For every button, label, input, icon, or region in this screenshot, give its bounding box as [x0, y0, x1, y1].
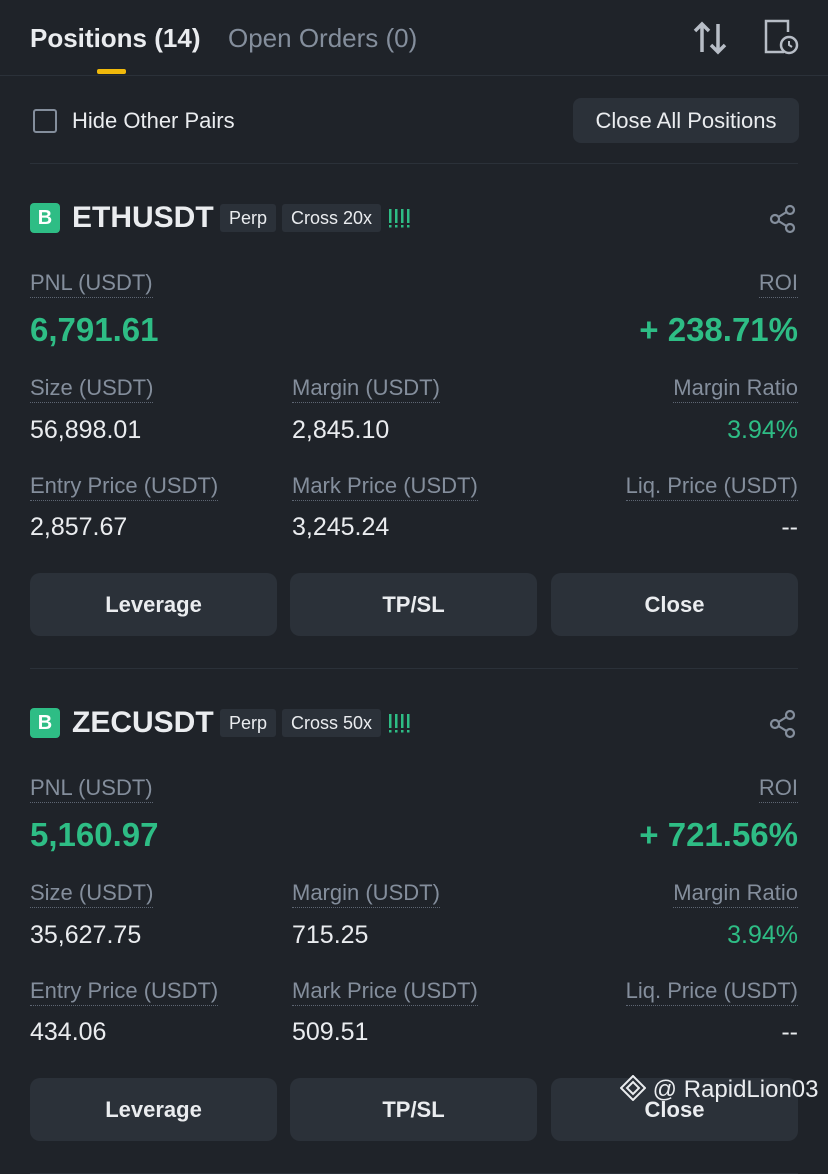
positions-page: Positions (14) Open Orders (0) Hide Othe… [0, 18, 828, 1174]
pnl-value: 6,791.61 [30, 311, 159, 348]
watermark: @ RapidLion03 [619, 1074, 819, 1105]
field-value: 509.51 [292, 1018, 369, 1046]
history-icon[interactable] [762, 18, 800, 56]
divider [30, 163, 798, 164]
action-button[interactable]: TP/SL [290, 573, 537, 636]
positions-tab[interactable]: Positions (14) [30, 23, 201, 53]
risk-bars [389, 714, 410, 733]
symbol: ZECUSDT [72, 706, 214, 739]
field-value: 35,627.75 [30, 921, 142, 949]
symbol: ETHUSDT [72, 201, 214, 234]
roi-label: ROI [758, 269, 798, 298]
action-button[interactable]: Close [551, 573, 798, 636]
side-badge: B [30, 708, 60, 738]
field-value: -- [781, 1018, 798, 1046]
checkbox[interactable] [33, 109, 57, 133]
field-value: 56,898.01 [30, 416, 142, 444]
field-value: 3,245.24 [292, 513, 390, 541]
action-button[interactable]: Leverage [30, 573, 277, 636]
field-value: 3.94% [727, 921, 798, 949]
contract-tag: Perp [220, 204, 277, 232]
share-icon[interactable] [768, 709, 798, 739]
open-orders-tab[interactable]: Open Orders (0) [228, 23, 418, 53]
field-value: 2,857.67 [30, 513, 128, 541]
sort-icon[interactable] [692, 20, 728, 56]
share-icon[interactable] [768, 204, 798, 234]
close-all-button[interactable]: Close All Positions [573, 98, 799, 143]
field-label: Mark Price (USDT) [292, 472, 478, 501]
watermark-icon [619, 1074, 647, 1102]
field-label: Size (USDT) [30, 374, 154, 403]
roi-value: + 721.56% [639, 816, 798, 853]
pnl-value: 5,160.97 [30, 816, 159, 853]
field-label: Entry Price (USDT) [30, 472, 219, 501]
field-label: Size (USDT) [30, 879, 154, 908]
field-label: Liq. Price (USDT) [625, 472, 798, 501]
header-divider [0, 75, 828, 76]
field-label: Margin (USDT) [292, 374, 440, 403]
contract-tag: Perp [220, 709, 277, 737]
divider [30, 668, 798, 669]
field-value: 434.06 [30, 1018, 107, 1046]
roi-value: + 238.71% [639, 311, 798, 348]
active-tab-indicator [97, 69, 126, 74]
side-badge: B [30, 203, 60, 233]
watermark-text: @ RapidLion03 [652, 1076, 819, 1103]
field-label: Margin Ratio [673, 879, 798, 908]
field-label: Margin Ratio [673, 374, 798, 403]
margin-mode-tag: Cross 50x [282, 709, 382, 737]
hide-other-pairs-label[interactable]: Hide Other Pairs [72, 108, 235, 133]
margin-mode-tag: Cross 20x [282, 204, 382, 232]
roi-label: ROI [758, 774, 798, 803]
action-button[interactable]: Leverage [30, 1078, 277, 1141]
field-label: Mark Price (USDT) [292, 977, 478, 1006]
field-value: 715.25 [292, 921, 369, 949]
field-value: 3.94% [727, 416, 798, 444]
risk-bars [389, 209, 410, 228]
pnl-label: PNL (USDT) [30, 269, 153, 298]
field-value: -- [781, 513, 798, 541]
action-button[interactable]: TP/SL [290, 1078, 537, 1141]
field-value: 2,845.10 [292, 416, 390, 444]
field-label: Liq. Price (USDT) [625, 977, 798, 1006]
field-label: Entry Price (USDT) [30, 977, 219, 1006]
pnl-label: PNL (USDT) [30, 774, 153, 803]
field-label: Margin (USDT) [292, 879, 440, 908]
